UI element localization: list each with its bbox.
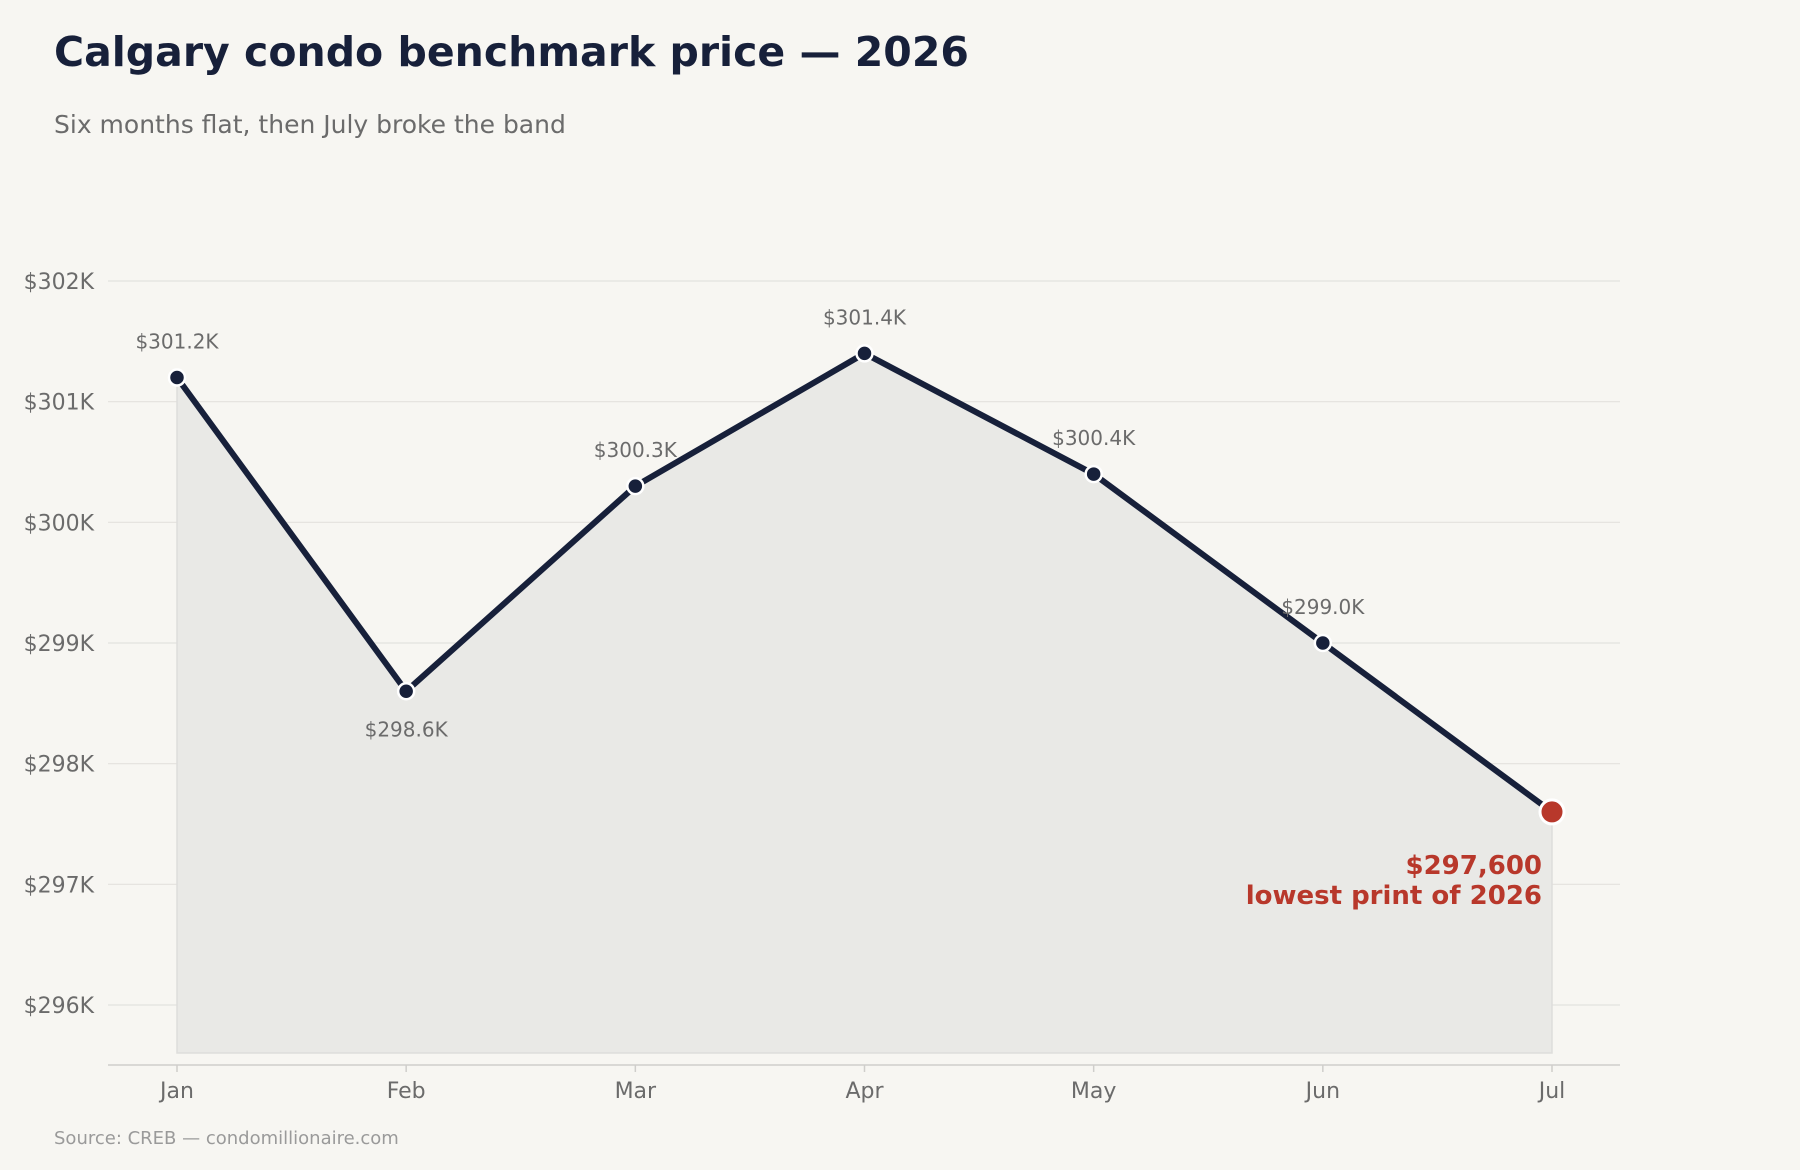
- data-label: $300.4K: [1052, 426, 1136, 450]
- area-shape: [176, 352, 1553, 1054]
- x-tick-label: Mar: [615, 1079, 657, 1104]
- chart-title: Calgary condo benchmark price — 2026: [54, 28, 969, 76]
- x-tick-label: Jun: [1304, 1079, 1340, 1104]
- source-note: Source: CREB — condomillionaire.com: [54, 1128, 399, 1149]
- data-label: $299.0K: [1281, 595, 1365, 619]
- y-tick-label: $302K: [24, 270, 95, 295]
- data-point: [167, 368, 187, 387]
- data-point: [1084, 464, 1103, 484]
- x-tick-label: Jan: [158, 1079, 194, 1104]
- data-label: $301.4K: [823, 305, 907, 329]
- y-tick-label: $297K: [24, 873, 95, 898]
- y-tick-label: $301K: [24, 391, 95, 416]
- data-label: $298.6K: [365, 717, 449, 741]
- data-label: $300.3K: [594, 438, 678, 462]
- chart-subtitle: Six months flat, then July broke the ban…: [54, 110, 566, 139]
- data-label: $301.2K: [135, 330, 219, 354]
- annotation-value: $297,600: [1405, 851, 1542, 881]
- y-tick-label: $300K: [24, 511, 95, 536]
- x-axis: Jan Feb Mar Apr May Jun Jul: [108, 1064, 1620, 1104]
- data-point: [396, 682, 416, 701]
- x-tick-label: May: [1071, 1079, 1116, 1104]
- area-fill: [176, 352, 1553, 1054]
- y-tick-label: $296K: [24, 994, 95, 1019]
- data-labels: $301.2K $298.6K $300.3K $301.4K $300.4K $299.…: [135, 305, 1365, 741]
- x-tick-label: Feb: [387, 1079, 426, 1104]
- x-tick-label: Apr: [845, 1079, 884, 1104]
- data-points: [167, 344, 1566, 826]
- annotation-note: lowest print of 2026: [1246, 881, 1542, 911]
- y-tick-label: $298K: [24, 753, 95, 778]
- data-point: [855, 344, 874, 363]
- y-tick-label: $299K: [24, 632, 95, 657]
- data-point: [1313, 633, 1333, 653]
- data-point: [626, 476, 645, 496]
- lowest-point: [1538, 798, 1566, 826]
- x-tick-label: Jul: [1537, 1079, 1566, 1104]
